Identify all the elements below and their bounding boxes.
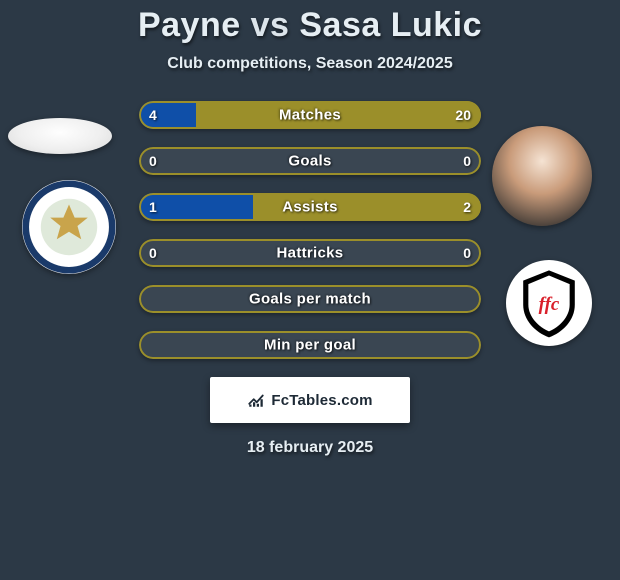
fulham-badge-icon: ffc: [506, 260, 592, 346]
chart-icon: [247, 391, 265, 409]
club-left-badge: [22, 180, 116, 274]
club-right-badge: ffc: [506, 260, 592, 346]
stat-bars: 4 20 Matches 0 0 Goals 1 2 Assists 0 0 Hattricks Goa…: [139, 101, 481, 359]
player-left-photo: [8, 118, 112, 154]
stat-value-left: 0: [149, 153, 157, 169]
date-label: 18 february 2025: [247, 439, 373, 457]
stat-label: Goals per match: [249, 291, 371, 308]
stat-value-right: 2: [463, 199, 471, 215]
page-title: Payne vs Sasa Lukic: [138, 6, 482, 45]
stat-label: Assists: [282, 199, 337, 216]
stat-value-right: 0: [463, 153, 471, 169]
title-left: Payne: [138, 6, 241, 44]
stat-label: Matches: [279, 107, 341, 124]
stat-label: Min per goal: [264, 337, 356, 354]
stat-row: 0 0 Hattricks: [139, 239, 481, 267]
stat-value-left: 4: [149, 107, 157, 123]
subtitle: Club competitions, Season 2024/2025: [167, 55, 452, 73]
stat-row: 4 20 Matches: [139, 101, 481, 129]
stat-row: Goals per match: [139, 285, 481, 313]
stat-row: 0 0 Goals: [139, 147, 481, 175]
stat-label: Goals: [288, 153, 331, 170]
stat-value-left: 1: [149, 199, 157, 215]
title-vs: vs: [251, 6, 290, 44]
stat-label: Hattricks: [277, 245, 344, 262]
stat-value-right: 0: [463, 245, 471, 261]
wigan-badge-icon: [22, 180, 116, 274]
stat-value-right: 20: [455, 107, 471, 123]
stat-row: Min per goal: [139, 331, 481, 359]
stat-fill-left: [139, 101, 196, 129]
stat-row: 1 2 Assists: [139, 193, 481, 221]
svg-text:ffc: ffc: [539, 294, 560, 315]
title-right: Sasa Lukic: [299, 6, 482, 44]
attribution-text: FcTables.com: [271, 392, 372, 409]
stat-value-left: 0: [149, 245, 157, 261]
player-right-photo: [492, 126, 592, 226]
attribution-badge: FcTables.com: [210, 377, 410, 423]
